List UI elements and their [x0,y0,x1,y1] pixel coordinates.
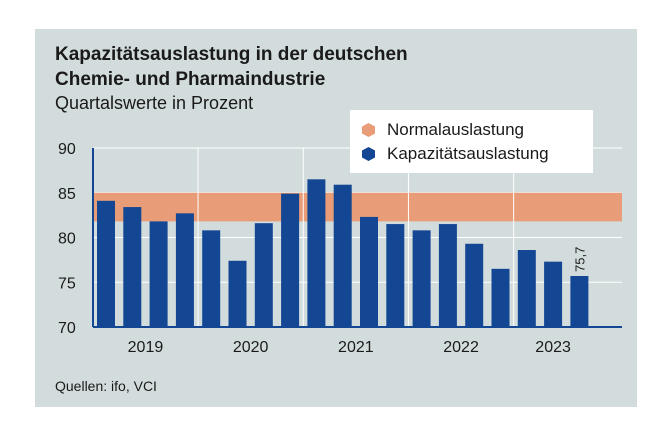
title-line-1: Kapazitätsauslastung in der deutschen [55,44,408,65]
legend-item-capacity: Kapazitätsauslastung [362,143,549,165]
bar-2021-q2 [333,184,352,327]
x-tick-label-2021: 2021 [338,339,374,356]
y-tick-label: 85 [58,186,76,203]
bar-2020-q4 [281,193,300,327]
bar-2019-q1 [97,200,115,327]
x-tick-label-2019: 2019 [128,339,164,356]
source-note: Quellen: ifo, VCI [55,378,157,394]
x-tick-label-2022: 2022 [443,339,479,356]
legend-label-normal: Normalauslastung [387,120,525,139]
bar-2023-q3 [570,275,589,327]
data-label-last: 75,7 [572,247,587,272]
bar-2020-q2 [228,260,247,327]
bar-2019-q4 [175,213,194,327]
bar-2019-q2 [123,207,142,327]
bar-2023-q1 [517,250,536,327]
bar-2022-q2 [438,224,457,327]
hexagon-icon-normal [362,123,375,137]
legend: Normalauslastung Kapazitätsauslastung [350,110,593,173]
y-tick-label: 80 [58,231,76,248]
x-tick-label-2020: 2020 [233,339,269,356]
hexagon-icon-capacity [362,147,375,161]
chart-title: Kapazitätsauslastung in der deutschen Ch… [55,42,455,92]
bar-2022-q4 [491,268,510,327]
bar-2021-q3 [360,216,378,327]
y-tick-label: 75 [58,275,76,292]
bar-2020-q1 [202,230,221,327]
chart-subtitle: Quartalswerte in Prozent [55,93,254,113]
x-tick-label-2023: 2023 [535,339,571,356]
bar-2021-q4 [386,224,405,327]
y-tick-label: 90 [58,141,76,158]
bar-2020-q3 [254,223,273,327]
legend-item-normal: Normalauslastung [362,119,524,141]
y-tick-label: 70 [58,320,76,337]
legend-label-capacity: Kapazitätsauslastung [387,144,549,163]
bar-2022-q1 [412,230,431,327]
bar-2021-q1 [307,179,326,327]
normal-band [93,192,622,222]
bar-2023-q2 [544,261,563,327]
title-line-2: Chemie- und Pharmaindustrie [55,69,326,90]
bar-2019-q3 [149,221,168,327]
bar-2022-q3 [465,243,484,327]
